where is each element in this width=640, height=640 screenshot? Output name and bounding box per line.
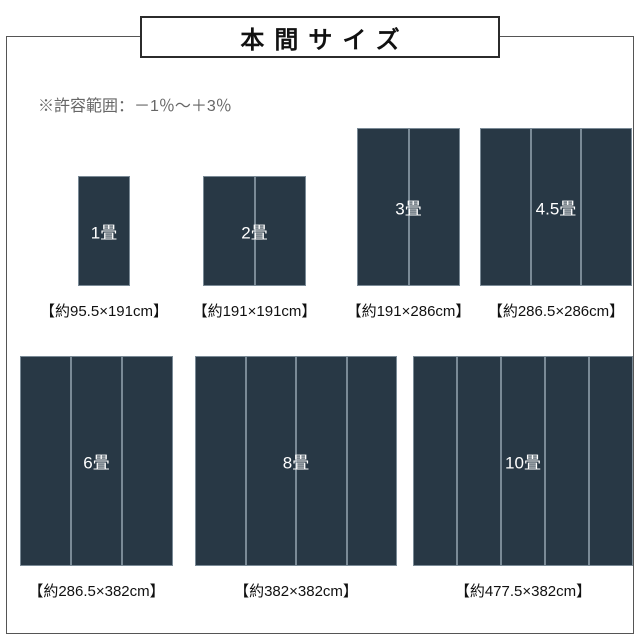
mat-caption: 【約95.5×191cm】	[34, 300, 174, 321]
tatami-panel	[203, 176, 255, 286]
tatami-panel	[246, 356, 297, 566]
mat-caption: 【約191×286cm】	[337, 300, 480, 321]
title-text: 本間サイズ	[230, 20, 409, 55]
mat-4p5: 4.5畳	[480, 128, 632, 286]
tatami-panel	[531, 128, 582, 286]
mat-caption: 【約477.5×382cm】	[393, 580, 640, 601]
tatami-panel	[78, 176, 130, 286]
tatami-panel	[589, 356, 633, 566]
mat-6: 6畳	[20, 356, 173, 566]
title-box: 本間サイズ	[140, 16, 500, 58]
tatami-panel	[480, 128, 531, 286]
tatami-panel	[195, 356, 246, 566]
mat-8: 8畳	[195, 356, 397, 566]
tatami-panel	[413, 356, 457, 566]
mat-caption: 【約286.5×382cm】	[0, 580, 193, 601]
tatami-panel	[347, 356, 398, 566]
tatami-panel	[409, 128, 461, 286]
mat-caption: 【約191×191cm】	[183, 300, 326, 321]
tatami-panel	[71, 356, 122, 566]
tatami-panel	[296, 356, 347, 566]
tatami-panel	[122, 356, 173, 566]
tatami-panel	[501, 356, 545, 566]
tatami-panel	[255, 176, 307, 286]
mat-1: 1畳	[78, 176, 130, 286]
tolerance-note: ※許容範囲：－1％～＋3％	[38, 92, 232, 116]
tatami-panel	[457, 356, 501, 566]
tatami-panel	[545, 356, 589, 566]
tatami-panel	[20, 356, 71, 566]
mat-caption: 【約286.5×286cm】	[460, 300, 640, 321]
mat-10: 10畳	[413, 356, 633, 566]
mat-3: 3畳	[357, 128, 460, 286]
tatami-panel	[581, 128, 632, 286]
mat-caption: 【約382×382cm】	[175, 580, 417, 601]
mat-2: 2畳	[203, 176, 306, 286]
tatami-panel	[357, 128, 409, 286]
